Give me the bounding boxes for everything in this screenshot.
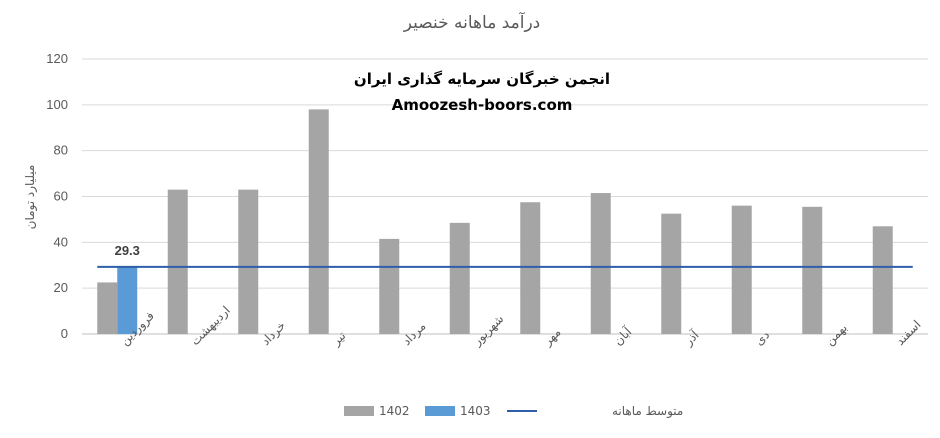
x-tick-label: اسفند	[893, 317, 924, 348]
data-label: 29.3	[115, 243, 140, 258]
bar-1403	[117, 266, 138, 334]
legend-label: 1402	[379, 404, 410, 418]
chart-title: درآمد ماهانه خنصیر	[403, 11, 541, 33]
legend-label: متوسط ماهانه	[612, 404, 683, 419]
bar-1402	[661, 213, 682, 334]
data-labels: 29.3	[115, 243, 140, 258]
bar-1402	[731, 205, 752, 334]
watermark-line1: انجمن خبرگان سرمایه گذاری ایران	[354, 70, 610, 88]
legend-swatch-1402	[344, 406, 374, 416]
x-tick-label: آبان	[610, 324, 635, 349]
legend-swatch-1403	[425, 406, 455, 416]
bar-1402	[167, 189, 188, 334]
y-tick-label: 20	[54, 280, 68, 295]
bar-1402	[520, 202, 541, 334]
gridlines	[82, 58, 928, 335]
x-tick-label: بهمن	[822, 321, 850, 349]
x-tick-label: مهر	[540, 325, 564, 349]
bar-1402	[449, 222, 470, 334]
x-tick-label: شهریور	[469, 312, 507, 350]
legend: 1402 1403 متوسط ماهانه	[344, 404, 683, 419]
bars	[97, 109, 893, 335]
y-tick-label: 0	[61, 326, 68, 341]
y-axis-ticks: 0 20 40 60 80 100 120	[46, 51, 68, 341]
y-tick-label: 40	[54, 234, 68, 249]
bar-1402	[238, 189, 259, 334]
x-tick-label: دی	[752, 328, 772, 348]
legend-label: 1403	[460, 404, 491, 418]
bar-1402	[802, 206, 823, 334]
watermark-line2: Amoozesh-boors.com	[392, 96, 573, 114]
y-tick-label: 60	[54, 189, 68, 204]
x-tick-label: تیر	[328, 329, 349, 350]
y-axis-label: میلیارد تومان	[23, 165, 38, 230]
y-tick-label: 100	[46, 97, 68, 112]
bar-1402	[590, 193, 611, 334]
bar-1402	[379, 238, 400, 334]
bar-1402	[97, 282, 118, 334]
x-tick-label: آذر	[680, 327, 703, 350]
bar-1402	[872, 226, 893, 334]
bar-1402	[308, 109, 329, 335]
y-tick-label: 120	[46, 51, 68, 66]
y-tick-label: 80	[54, 143, 68, 158]
x-tick-label: اردیبهشت	[188, 303, 234, 349]
